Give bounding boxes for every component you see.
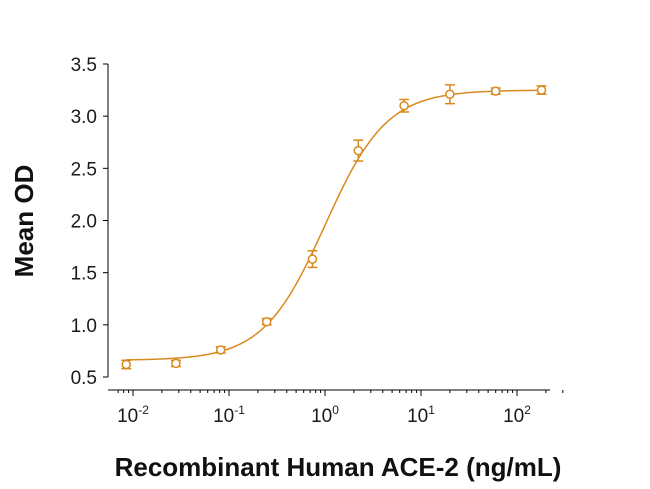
data-point (261, 316, 272, 327)
point-marker (121, 359, 131, 370)
point-marker (171, 358, 181, 369)
x-tick-exponent: 0 (332, 403, 339, 417)
x-tick-base: 10 (503, 406, 524, 427)
point-marker (536, 85, 547, 95)
data-point (444, 84, 455, 105)
x-tick-label: 102 (503, 403, 531, 427)
x-tick-base: 10 (117, 406, 138, 427)
x-tick-base: 10 (311, 406, 332, 427)
point-marker (490, 86, 501, 96)
axes (107, 64, 550, 391)
x-axis-title: Recombinant Human ACE-2 (ng/mL) (115, 452, 562, 482)
data-point (353, 139, 364, 162)
x-tick-label: 10-2 (117, 403, 149, 427)
data-point (307, 250, 318, 269)
point-marker (399, 100, 409, 111)
x-tick-label: 10-1 (213, 403, 245, 427)
point-marker (445, 89, 455, 100)
data-point (399, 98, 410, 113)
point-marker (307, 254, 318, 264)
y-tick-label: 1.0 (71, 316, 97, 337)
x-tick-base: 10 (213, 406, 234, 427)
y-tick-label: 3.5 (71, 55, 97, 76)
data-point (536, 85, 547, 96)
x-ticks: 10-2 10-1 100 101 102 (117, 390, 564, 427)
x-tick-exponent: -2 (138, 403, 149, 417)
y-tick-label: 3.0 (71, 107, 97, 128)
y-axis-title: Mean OD (9, 165, 39, 278)
x-tick-label: 100 (311, 403, 339, 427)
x-tick-exponent: 2 (524, 403, 531, 417)
data-point (215, 345, 226, 355)
x-tick-exponent: 1 (428, 403, 435, 417)
point-marker (353, 145, 363, 156)
y-tick-label: 2.0 (71, 212, 97, 233)
data-point (170, 358, 181, 369)
data-point (121, 359, 132, 370)
data-point (490, 86, 501, 96)
point-marker (261, 316, 272, 327)
x-tick-base: 10 (407, 406, 428, 427)
x-tick-exponent: -1 (234, 403, 245, 417)
y-ticks: 0.5 1.0 1.5 2.0 2.5 3.0 3.5 (71, 55, 108, 389)
fit-curve (126, 89, 542, 361)
y-tick-label: 0.5 (71, 368, 97, 389)
y-tick-label: 1.5 (71, 264, 97, 285)
y-tick-label: 2.5 (71, 159, 97, 180)
data-points (121, 84, 547, 370)
fit-curve-group (126, 89, 542, 361)
x-tick-label: 101 (407, 403, 435, 427)
point-marker (215, 345, 226, 355)
